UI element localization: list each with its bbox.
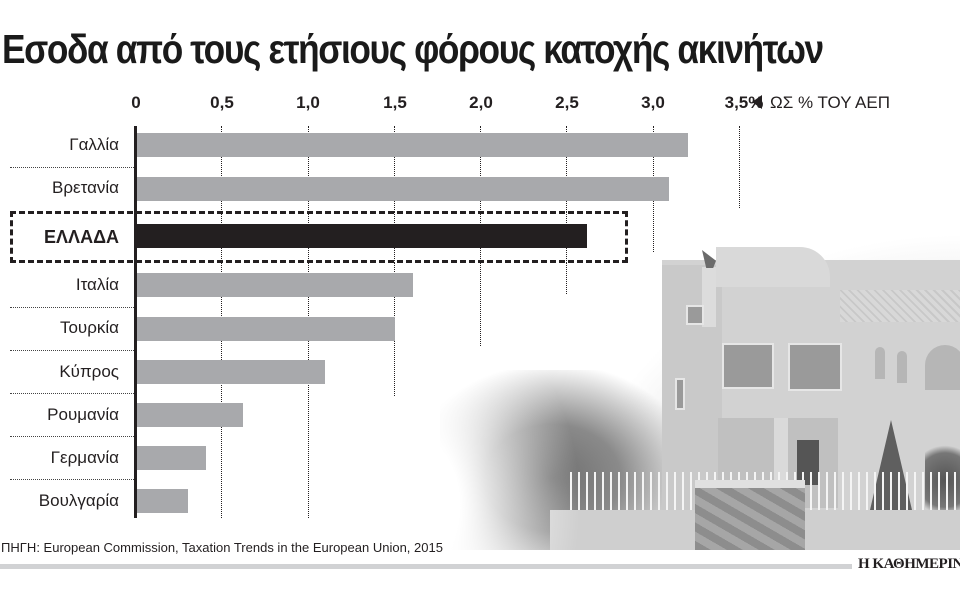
row-separator — [10, 167, 134, 168]
x-tick-label: 3,0 — [641, 93, 665, 112]
row-separator — [10, 350, 134, 351]
footer-rule — [0, 564, 852, 569]
y-axis-line — [134, 126, 137, 518]
gridline — [739, 126, 740, 208]
brand-logo: Η ΚΑΘΗΜΕΡΙΝΗ — [858, 556, 960, 572]
bar-cyprus — [137, 360, 325, 384]
x-tick-label: 0 — [131, 93, 141, 112]
x-tick-label: 2,5 — [555, 93, 579, 112]
house-photo — [400, 100, 960, 550]
unit-text: ΩΣ % ΤΟΥ ΑΕΠ — [770, 93, 890, 112]
source-note: ΠΗΓΗ: European Commission, Taxation Tren… — [1, 540, 447, 555]
bar-greece — [137, 224, 587, 248]
highlight-box — [10, 211, 628, 263]
row-label-greece: ΕΛΛΑΔΑ — [44, 227, 119, 247]
axis-unit-label: ΩΣ % ΤΟΥ ΑΕΠ — [752, 93, 890, 113]
row-label-cyprus: Κύπρος — [59, 362, 119, 381]
bar-chart: 0 0,5 1,0 1,5 2,0 2,5 3,0 3,5% ΩΣ % ΤΟΥ … — [10, 93, 890, 518]
row-separator — [10, 479, 134, 480]
row-label-turkey: Τουρκία — [59, 318, 119, 337]
bar-france — [137, 133, 688, 157]
row-label-italy: Ιταλία — [75, 275, 119, 294]
row-label-germany: Γερμανία — [50, 448, 119, 467]
bar-turkey — [137, 317, 395, 341]
row-separator — [10, 393, 134, 394]
row-label-romania: Ρουμανία — [47, 405, 119, 424]
bar-bulgaria — [137, 489, 188, 513]
row-label-britain: Βρετανία — [52, 178, 119, 197]
chart-title: Εσοδα από τους ετήσιους φόρους κατοχής α… — [2, 26, 824, 72]
x-tick-label: 0,5 — [210, 93, 234, 112]
x-tick-label: 2,0 — [469, 93, 493, 112]
bar-britain — [137, 177, 669, 201]
row-separator — [10, 307, 134, 308]
bar-italy — [137, 273, 413, 297]
bar-romania — [137, 403, 243, 427]
row-separator — [10, 436, 134, 437]
row-label-bulgaria: Βουλγαρία — [38, 491, 119, 510]
bar-germany — [137, 446, 206, 470]
x-tick-label: 1,0 — [296, 93, 320, 112]
row-label-france: Γαλλία — [69, 135, 119, 154]
left-triangle-icon — [752, 95, 762, 109]
x-tick-label: 1,5 — [383, 93, 407, 112]
gridline — [566, 126, 567, 294]
